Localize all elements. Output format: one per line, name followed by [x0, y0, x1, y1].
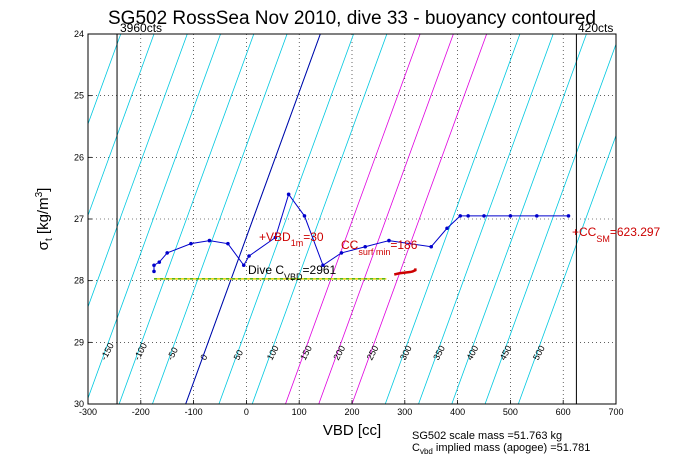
- y-axis-label: σt [kg/m3]: [34, 188, 55, 251]
- buoyancy-contour-line: [418, 34, 554, 404]
- buoyancy-contour-label: 0: [198, 353, 209, 362]
- buoyancy-contour-label: 50: [232, 348, 246, 362]
- y-tick-label: 30: [74, 399, 84, 409]
- buoyancy-contour-line: [285, 34, 421, 404]
- buoyancy-contour-line: [88, 34, 122, 126]
- svg-text:+VBD1m=30: +VBD1m=30: [259, 230, 324, 248]
- buoyancy-contour-line: [88, 34, 221, 400]
- buoyancy-contour-line: [517, 134, 616, 404]
- buoyancy-contour-line: [451, 34, 587, 404]
- y-axis-ticks: 24 25 26 27 28 29 30: [74, 29, 92, 409]
- buoyancy-contour-line: [351, 34, 488, 404]
- data-point: [535, 214, 539, 218]
- x-tick-label: 500: [503, 407, 518, 417]
- scale-mass-note: SG502 scale mass =51.763 kg: [412, 430, 562, 442]
- implied-mass-note: Cvbd implied mass (apogee) =51.781: [412, 442, 590, 454]
- right-marker-label: 420cts: [578, 21, 613, 35]
- series-line: [153, 193, 569, 272]
- svg-text:Dive CVBD=2961: Dive CVBD=2961: [248, 263, 337, 282]
- y-tick-label: 25: [74, 91, 84, 101]
- x-tick-label: 300: [397, 407, 412, 417]
- data-point: [157, 260, 162, 264]
- buoyancy-contour-line: [251, 34, 388, 404]
- x-tick-label: -100: [185, 407, 203, 417]
- cc-surf-annotation: CCsurf min=186: [341, 238, 418, 257]
- data-point: [152, 269, 156, 274]
- data-point: [286, 192, 291, 197]
- y-tick-label: 26: [74, 152, 84, 162]
- buoyancy-contour-line: [484, 42, 616, 404]
- reference-lines: [116, 34, 577, 404]
- vbd-1m-annotation: +VBD1m=30: [259, 230, 324, 248]
- buoyancy-contour-line: [384, 34, 521, 404]
- data-point: [247, 254, 251, 258]
- series-line: [393, 268, 417, 276]
- data-point: [241, 263, 246, 268]
- data-point: [566, 214, 571, 218]
- x-tick-label: 100: [292, 407, 307, 417]
- data-point: [482, 214, 486, 218]
- x-tick-label: -200: [132, 407, 150, 417]
- y-tick-label: 27: [74, 214, 84, 224]
- x-tick-label: -300: [79, 407, 97, 417]
- x-axis-label: VBD [cc]: [323, 422, 381, 439]
- buoyancy-contour-line: [118, 34, 255, 404]
- left-marker-label: 3960cts: [120, 21, 162, 35]
- data-point: [363, 244, 368, 249]
- chart-title: SG502 RossSea Nov 2010, dive 33 - buoyan…: [108, 8, 596, 29]
- y-tick-label: 29: [74, 337, 84, 347]
- data-point: [226, 241, 230, 246]
- buoyancy-contour-line: [152, 34, 288, 404]
- data-point: [207, 238, 212, 243]
- neutral-buoyancy-line: [185, 34, 321, 404]
- data-point: [321, 263, 325, 268]
- buoyancy-contour-line: [88, 34, 188, 308]
- buoyancy-contour-label: -300: [0, 341, 16, 362]
- data-point: [458, 214, 463, 218]
- data-point: [302, 214, 307, 218]
- data-point: [339, 251, 344, 255]
- buoyancy-contour-line: [218, 34, 354, 404]
- data-point: [508, 214, 513, 218]
- cc-sm-annotation: +CCSM=623.297: [572, 225, 661, 244]
- dive-c-annotation: Dive CVBD=2961: [248, 263, 337, 282]
- x-tick-label: 200: [344, 407, 359, 417]
- buoyancy-contour-label: -250: [32, 341, 49, 362]
- y-tick-label: 28: [74, 276, 84, 286]
- x-axis-ticks: -300 -200 -100 0 100 200 300 400 500 600 700: [79, 400, 624, 417]
- data-point: [152, 263, 156, 268]
- data-point: [189, 241, 193, 246]
- x-tick-label: 700: [608, 407, 623, 417]
- data-point: [466, 214, 470, 218]
- svg-text:CCsurf min=186: CCsurf min=186: [341, 238, 418, 257]
- buoyancy-contour-line: [318, 34, 454, 404]
- data-point: [445, 226, 449, 231]
- x-tick-label: 600: [556, 407, 571, 417]
- x-tick-label: 0: [244, 407, 249, 417]
- y-tick-label: 24: [74, 29, 84, 39]
- data-point: [273, 235, 278, 240]
- svg-text:+CCSM=623.297: +CCSM=623.297: [572, 225, 661, 244]
- data-point: [429, 244, 434, 249]
- data-point: [387, 238, 391, 243]
- buoyancy-contour-line: [88, 34, 155, 217]
- data-point: [165, 251, 169, 255]
- x-tick-label: 400: [450, 407, 465, 417]
- data-series: [152, 192, 571, 280]
